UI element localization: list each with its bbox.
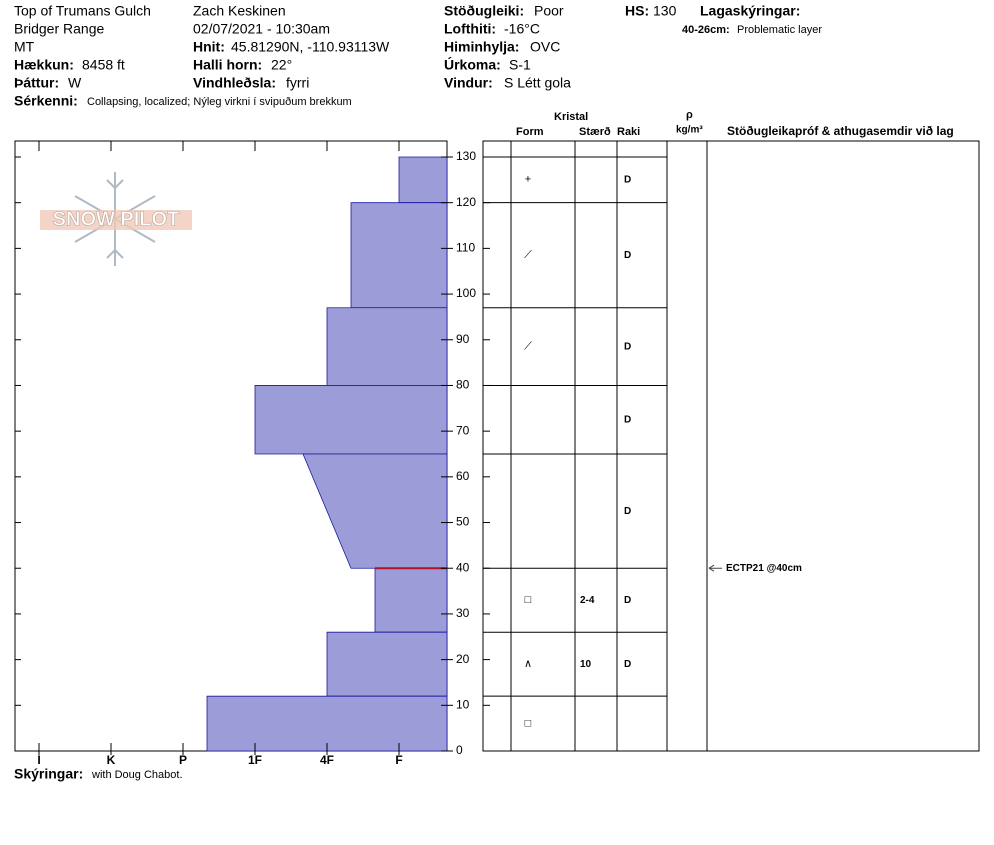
logo-text: SNOW PILOT xyxy=(53,208,180,230)
state: MT xyxy=(14,39,35,55)
wind: S Létt gola xyxy=(504,75,571,91)
coords: 45.81290N, -110.93113W xyxy=(231,39,390,55)
y-tick-label: 100 xyxy=(456,286,476,300)
stability: Poor xyxy=(534,3,564,19)
legend-text: Problematic layer xyxy=(737,24,822,36)
y-tick-label: 60 xyxy=(456,469,470,483)
y-tick-label: 20 xyxy=(456,652,470,666)
hardness-layer xyxy=(350,202,448,309)
sky-label: Himinhylja: xyxy=(444,39,519,55)
grain-form: + xyxy=(525,174,531,186)
hardness-layer xyxy=(326,307,448,386)
air-temp: -16°C xyxy=(504,21,540,37)
hardness-layer xyxy=(374,567,448,633)
notes-label: Skýringar: xyxy=(14,766,83,782)
grain-size: 10 xyxy=(580,659,592,670)
aspect-label: Þáttur: xyxy=(14,75,59,91)
air-temp-label: Lofthiti: xyxy=(444,21,496,37)
features: Collapsing, localized; Nýleg virkni í sv… xyxy=(87,96,352,108)
moisture: D xyxy=(624,250,631,261)
test-arrow xyxy=(708,564,722,572)
moisture: D xyxy=(624,414,631,425)
comments-header: Stöðugleikapróf & athugasemdir við lag xyxy=(727,124,954,138)
logo-band xyxy=(40,210,192,230)
grain-size: 2-4 xyxy=(580,595,595,606)
range: Bridger Range xyxy=(14,21,104,37)
wind-label: Vindur: xyxy=(444,75,493,91)
x-tick-label: K xyxy=(107,753,116,767)
table-frame xyxy=(482,140,980,752)
features-label: Sérkenni: xyxy=(14,93,78,109)
x-tick-label: P xyxy=(179,753,187,767)
wind-loading: fyrri xyxy=(286,75,309,91)
slope-label: Halli horn: xyxy=(193,57,262,73)
grain-form: ⟋ xyxy=(524,341,532,353)
aspect: W xyxy=(68,75,82,91)
x-tick-label: 4F xyxy=(320,753,334,767)
y-tick-label: 30 xyxy=(456,606,470,620)
x-tick-label: I xyxy=(37,753,40,767)
coords-label: Hnit: xyxy=(193,39,225,55)
wind-loading-label: Vindhleðsla: xyxy=(193,75,276,91)
datetime: 02/07/2021 - 10:30am xyxy=(193,21,330,37)
x-tick-label: 1F xyxy=(248,753,262,767)
hs: 130 xyxy=(653,3,677,19)
precip-label: Úrkoma: xyxy=(444,56,501,73)
legend-title: Lagaskýringar: xyxy=(700,3,800,19)
moisture-header: Raki xyxy=(617,126,640,138)
test-label: ECTP21 @40cm xyxy=(726,563,802,574)
rho-header: ρ xyxy=(686,109,693,121)
grain-form: □ xyxy=(525,594,532,606)
elevation-label: Hækkun: xyxy=(14,57,74,73)
notes: with Doug Chabot. xyxy=(91,769,183,781)
hs-label: HS: xyxy=(625,3,649,19)
moisture: D xyxy=(624,341,631,352)
y-tick-label: 70 xyxy=(456,423,470,437)
slope: 22° xyxy=(271,57,292,73)
density-unit: kg/m³ xyxy=(676,125,703,136)
size-header: Stærð xyxy=(579,126,611,138)
moisture: D xyxy=(624,506,631,517)
moisture: D xyxy=(624,174,631,185)
y-tick-label: 120 xyxy=(456,195,476,209)
hardness-layer xyxy=(206,695,448,752)
elevation: 8458 ft xyxy=(82,57,125,73)
y-tick-label: 10 xyxy=(456,697,470,711)
hardness-layer xyxy=(326,631,448,697)
moisture: D xyxy=(624,659,631,670)
precip: S-1 xyxy=(509,57,531,73)
x-tick-label: F xyxy=(395,753,402,767)
sky: OVC xyxy=(530,39,560,55)
location: Top of Trumans Gulch xyxy=(14,3,151,19)
form-header: Form xyxy=(516,126,544,138)
y-tick-label: 40 xyxy=(456,560,470,574)
y-tick-label: 50 xyxy=(456,515,470,529)
table-columns xyxy=(510,141,708,751)
crystal-header: Kristal xyxy=(554,111,588,123)
moisture: D xyxy=(624,595,631,606)
y-tick-label: 80 xyxy=(456,378,470,392)
grain-form: ∧ xyxy=(524,658,532,670)
y-tick-label: 90 xyxy=(456,332,470,346)
y-tick-label: 0 xyxy=(456,743,463,757)
y-tick-label: 110 xyxy=(456,241,475,255)
hardness-layer xyxy=(302,453,448,569)
y-tick-label: 130 xyxy=(456,149,476,163)
hardness-layer xyxy=(398,156,448,204)
grain-form: ⟋ xyxy=(524,249,532,261)
hardness-layer xyxy=(254,385,448,455)
observer: Zach Keskinen xyxy=(193,3,286,19)
legend-range: 40-26cm: xyxy=(682,24,730,36)
grain-form: □ xyxy=(525,717,532,729)
stability-label: Stöðugleiki: xyxy=(444,3,524,19)
